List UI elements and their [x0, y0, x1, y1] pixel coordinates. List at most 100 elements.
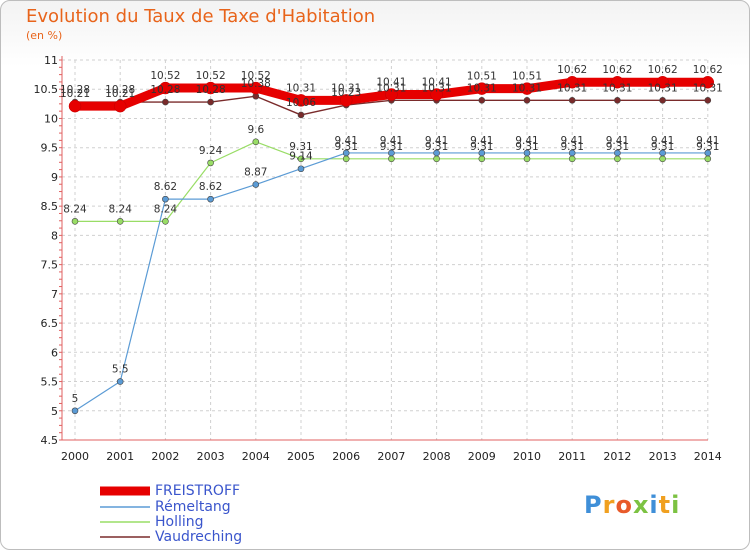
- data-point: [568, 155, 576, 163]
- data-label: 10.31: [602, 82, 632, 94]
- data-label: 10.31: [331, 82, 361, 94]
- data-label: 10.38: [241, 78, 271, 90]
- data-label: 9.31: [470, 141, 493, 153]
- data-point: [71, 407, 79, 415]
- legend-label: Holling: [155, 514, 204, 530]
- x-tick-label: 2005: [287, 450, 315, 463]
- data-label: 9.41: [651, 135, 674, 147]
- data-label: 9.31: [696, 141, 719, 153]
- x-tick-label: 2004: [242, 450, 270, 463]
- x-tick-label: 2011: [558, 450, 586, 463]
- data-point: [659, 155, 666, 163]
- data-point: [614, 97, 621, 104]
- x-tick-label: 2006: [332, 450, 360, 463]
- data-label: 10.31: [512, 82, 542, 94]
- data-label: 10.31: [557, 82, 587, 94]
- data-label: 10.62: [602, 64, 632, 76]
- data-point: [113, 99, 127, 113]
- data-point: [478, 97, 486, 104]
- data-point: [342, 155, 350, 163]
- x-tick-label: 2002: [151, 450, 179, 463]
- data-point: [388, 155, 395, 163]
- data-point: [297, 155, 305, 163]
- data-label: 10.51: [467, 71, 497, 83]
- data-point: [116, 218, 124, 225]
- legend-label: Rémeltang: [155, 499, 231, 515]
- data-label: 10.28: [196, 84, 226, 96]
- data-label: 9.41: [425, 135, 448, 147]
- data-label: 10.62: [693, 64, 723, 76]
- y-tick-label: 11: [44, 54, 58, 67]
- y-tick-label: 5: [51, 405, 58, 418]
- data-point: [204, 81, 217, 95]
- y-tick-label: 7.5: [41, 259, 59, 272]
- data-point: [478, 155, 486, 163]
- data-label: 8.24: [109, 203, 133, 215]
- data-label: 10.31: [467, 82, 497, 94]
- data-point: [701, 75, 715, 89]
- data-label: 8.24: [154, 203, 178, 215]
- x-tick-label: 2007: [377, 450, 405, 463]
- y-tick-label: 6.5: [41, 317, 59, 330]
- data-label: 10.41: [376, 76, 406, 88]
- data-point: [704, 97, 712, 104]
- data-point: [614, 149, 621, 157]
- logo-letter: t: [658, 491, 672, 519]
- y-tick-label: 8: [51, 229, 58, 242]
- proxiti-logo: Proxiti: [584, 491, 680, 519]
- data-label: 10.31: [286, 82, 316, 94]
- data-point: [159, 81, 172, 95]
- data-label: 9.31: [380, 141, 403, 153]
- data-label: 9.6: [247, 124, 264, 136]
- logo-letter: i: [649, 491, 659, 519]
- data-label: 9.31: [289, 141, 312, 153]
- data-point: [385, 88, 398, 101]
- data-point: [523, 97, 531, 104]
- y-tick-label: 8.5: [41, 200, 59, 213]
- data-point: [523, 149, 531, 157]
- data-label: 9.41: [606, 135, 629, 147]
- data-point: [249, 81, 263, 95]
- legend-label: Vaudreching: [155, 529, 242, 545]
- x-tick-label: 2003: [197, 450, 225, 463]
- data-label: 9.31: [606, 141, 629, 153]
- data-label: 10.21: [60, 88, 90, 100]
- data-label: 10.52: [150, 70, 180, 82]
- data-point: [297, 111, 305, 119]
- y-tick-label: 5.5: [41, 376, 59, 389]
- data-point: [523, 155, 531, 163]
- data-label: 10.28: [150, 84, 180, 96]
- data-point: [207, 159, 214, 167]
- data-point: [433, 149, 440, 157]
- data-label: 9.31: [651, 141, 674, 153]
- data-point: [252, 181, 260, 188]
- x-tick-label: 2008: [423, 450, 451, 463]
- data-point: [475, 82, 489, 95]
- data-label: 10.41: [422, 76, 452, 88]
- data-label: 8.62: [199, 181, 222, 193]
- data-point: [433, 155, 440, 163]
- data-point: [659, 149, 666, 157]
- data-point: [294, 94, 308, 107]
- data-label: 9.41: [470, 135, 493, 147]
- data-point: [430, 88, 443, 101]
- data-label: 9.31: [335, 141, 358, 153]
- y-tick-label: 9.5: [41, 142, 59, 155]
- data-point: [520, 82, 534, 95]
- data-label: 10.31: [422, 82, 452, 94]
- data-point: [339, 94, 353, 107]
- data-point: [611, 75, 624, 89]
- logo-letter: o: [615, 491, 633, 519]
- y-tick-label: 10: [44, 112, 58, 125]
- data-label: 10.52: [241, 70, 271, 82]
- data-label: 9.41: [380, 135, 403, 147]
- data-point: [71, 218, 79, 225]
- y-tick-label: 6: [51, 346, 58, 359]
- data-label: 10.06: [286, 97, 316, 109]
- data-point: [207, 98, 214, 106]
- data-label: 9.41: [696, 135, 719, 147]
- chart-subtitle: (en %): [26, 29, 63, 42]
- x-tick-label: 2009: [468, 450, 496, 463]
- data-point: [565, 75, 579, 89]
